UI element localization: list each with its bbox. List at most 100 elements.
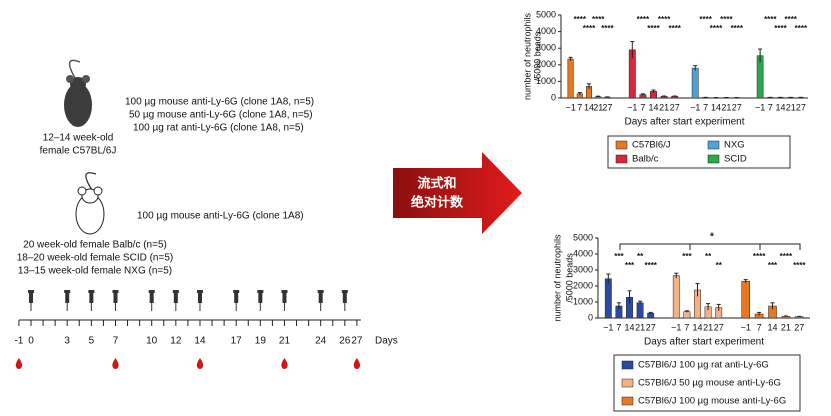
x-tick-label: 14 (648, 102, 658, 112)
x-tick-label: 14 (584, 102, 594, 112)
y-tick-label: 3000 (573, 264, 593, 274)
bar (741, 280, 750, 319)
x-tick-label: 7 (757, 322, 762, 332)
x-tick-label: 21 (593, 102, 603, 112)
x-tick-label: 27 (796, 102, 806, 112)
legend-label: C57Bl6/J 50 µg mouse anti-Ly-6G (638, 378, 781, 389)
x-tick-label: 14 (711, 102, 721, 112)
mouse-icon (64, 59, 92, 127)
x-tick-label: 7 (703, 102, 708, 112)
mouse-label: 20 week-old female Balb/c (n=5) (23, 240, 167, 251)
legend-label: NXG (724, 140, 745, 151)
significance: **** (647, 24, 660, 33)
significance: **** (592, 15, 605, 24)
syringe (258, 293, 263, 303)
significance: **** (644, 261, 657, 270)
treatment: 100 µg mouse anti-Ly-6G (clone 1A8) (137, 211, 304, 222)
significance: **** (637, 15, 650, 24)
day-label: 5 (89, 336, 95, 347)
x-tick-label: −1 (565, 102, 575, 112)
syringe (89, 293, 94, 303)
x-tick-label: 21 (635, 322, 645, 332)
x-tick-label: 27 (602, 102, 612, 112)
legend-label: C57Bl6/J (632, 140, 671, 151)
day-label: 14 (194, 336, 206, 347)
significance: **** (601, 24, 614, 33)
treatment: 100 µg mouse anti-Ly-6G (clone 1A8, n=5) (125, 97, 314, 108)
arrow (393, 152, 522, 234)
syringe (282, 293, 287, 303)
legend-swatch (621, 396, 634, 406)
significance: **** (793, 261, 806, 270)
y-axis-label: /5000 beads (564, 253, 574, 303)
syringe (197, 293, 202, 303)
significance: **** (795, 24, 808, 33)
x-tick-label: 21 (781, 322, 791, 332)
y-tick-label: 1000 (536, 76, 556, 86)
legend-swatch (621, 378, 634, 388)
mouse-label: 12–14 week-old (43, 133, 114, 144)
day-label: 24 (315, 336, 327, 347)
x-tick-label: 14 (767, 322, 777, 332)
syringe (342, 293, 347, 303)
legend-label: C57Bl6/J 100 µg mouse anti-Ly-6G (638, 396, 786, 407)
syringe (196, 290, 203, 293)
x-tick-label: 27 (646, 322, 656, 332)
bracket (619, 243, 801, 250)
x-tick-label: 7 (684, 322, 689, 332)
y-tick-label: 1000 (573, 296, 593, 306)
syringe (113, 293, 118, 303)
syringe (29, 293, 33, 303)
x-tick-label: 27 (732, 102, 742, 112)
y-tick-label: 2000 (573, 280, 593, 290)
x-tick-label: −1 (603, 322, 613, 332)
y-tick-label: 4000 (573, 248, 593, 258)
significance: **** (658, 15, 671, 24)
y-tick-label: 2000 (536, 59, 556, 69)
syringe (28, 290, 34, 293)
x-tick-label: −1 (755, 102, 765, 112)
significance: **** (699, 15, 712, 24)
blood-drop (353, 358, 361, 369)
significance: *** (625, 261, 635, 270)
syringe (341, 290, 348, 293)
day-label: -1 (14, 336, 23, 347)
day-label: 3 (64, 336, 70, 347)
arrow-text: 绝对计数 (411, 194, 464, 209)
legend-swatch (707, 140, 720, 150)
x-tick-label: −1 (627, 102, 637, 112)
y-tick-label: 4000 (536, 26, 556, 36)
legend-swatch (615, 140, 628, 150)
significance: **** (753, 252, 766, 261)
mouse-label: female C57BL/6J (40, 146, 117, 157)
syringe (65, 293, 70, 303)
x-tick-label: 14 (624, 322, 634, 332)
bar (604, 278, 612, 319)
syringe (281, 290, 288, 293)
x-tick-label: 27 (670, 102, 680, 112)
x-axis-label: Days after start experiment (644, 337, 764, 348)
significance: **** (731, 24, 744, 33)
bar (567, 58, 574, 99)
blood-drop (112, 358, 119, 369)
x-tick-label: 14 (692, 322, 702, 332)
day-label: 10 (146, 336, 158, 347)
significance: *** (768, 261, 778, 270)
blood-drop (281, 358, 288, 369)
significance: *** (614, 252, 624, 261)
syringe (233, 290, 240, 293)
x-tick-label: 7 (768, 102, 773, 112)
y-tick-label: 5000 (573, 232, 593, 242)
significance: **** (720, 15, 733, 24)
day-label: 19 (255, 336, 267, 347)
x-tick-label: 7 (577, 102, 582, 112)
x-tick-label: −1 (741, 322, 751, 332)
x-tick-label: 7 (616, 322, 621, 332)
blood-drop (15, 358, 23, 369)
syringe (234, 293, 239, 303)
day-label: 7 (113, 336, 119, 347)
x-tick-label: 21 (659, 102, 669, 112)
significance: **** (774, 24, 787, 33)
legend-swatch (615, 154, 628, 164)
x-tick-label: 27 (714, 322, 724, 332)
